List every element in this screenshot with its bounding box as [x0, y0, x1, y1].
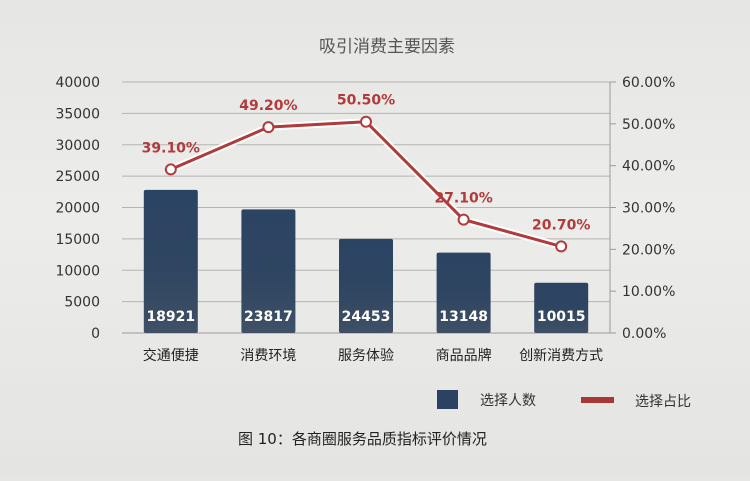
x-category-label: 消费环境 [240, 348, 296, 364]
legend-line-label: 选择占比 [635, 394, 691, 410]
bar [534, 282, 589, 333]
line-data-label: 39.10% [142, 140, 200, 156]
legend-line-swatch [581, 397, 614, 403]
x-category-label: 服务体验 [338, 348, 394, 364]
line-data-label: 20.70% [532, 217, 590, 233]
y-left-tick-label: 10000 [55, 263, 100, 279]
legend-bar-swatch [437, 390, 458, 409]
bar-data-label: 18921 [146, 309, 195, 325]
legend: 选择人数 选择占比 [437, 390, 691, 410]
y-left-tick-label: 30000 [55, 138, 100, 154]
figure-caption: 图 10：各商圈服务品质指标评价情况 [238, 430, 487, 448]
y-left-tick-label: 40000 [55, 75, 100, 91]
bar [241, 209, 296, 333]
data-labels: 18921 23817 24453 13148 10015 39.10% 49.20% 50.… [142, 93, 591, 325]
y-left-tick-label: 20000 [55, 201, 100, 217]
bar-data-label: 10015 [537, 309, 586, 325]
bar-series [143, 189, 589, 333]
line-point [262, 121, 275, 134]
y-right-tick-label: 10.00% [622, 284, 675, 300]
y-right-tick-label: 20.00% [622, 242, 675, 258]
y-right-tick-label: 50.00% [622, 117, 675, 133]
x-category-label: 交通便捷 [143, 347, 199, 364]
y-right-tick-label: 0.00% [622, 326, 666, 342]
bar [339, 238, 393, 333]
bar [436, 252, 491, 333]
legend-bar-label: 选择人数 [480, 393, 536, 409]
line-series-halo [169, 118, 563, 250]
bar-data-label: 24453 [342, 309, 391, 325]
line-point [164, 163, 177, 176]
line-data-label: 50.50% [337, 93, 395, 109]
bar-data-label: 13148 [439, 309, 488, 325]
line-point [555, 240, 568, 253]
y-left-tick-label: 25000 [55, 169, 100, 185]
grid-lines: 0 5000 10000 15000 20000 25000 30000 35000 40000… [55, 75, 675, 364]
line-series [164, 115, 568, 253]
y-left-tick-label: 5000 [64, 295, 100, 311]
line-point [360, 115, 372, 128]
y-left-tick-label: 35000 [55, 106, 100, 122]
chart-title: 吸引消费主要因素 [319, 37, 455, 57]
y-right-tick-label: 60.00% [622, 75, 675, 91]
line-point [457, 213, 470, 226]
x-category-label: 商品品牌 [436, 347, 492, 364]
line-data-label: 27.10% [434, 191, 492, 207]
y-right-tick-label: 40.00% [622, 159, 675, 175]
bar [143, 189, 198, 333]
x-category-label: 创新消费方式 [519, 348, 603, 364]
y-left-tick-label: 15000 [55, 232, 100, 248]
bar-data-label: 23817 [244, 309, 293, 325]
line-data-label: 49.20% [239, 98, 297, 114]
y-right-tick-label: 30.00% [622, 201, 675, 217]
y-left-tick-label: 0 [91, 326, 100, 342]
